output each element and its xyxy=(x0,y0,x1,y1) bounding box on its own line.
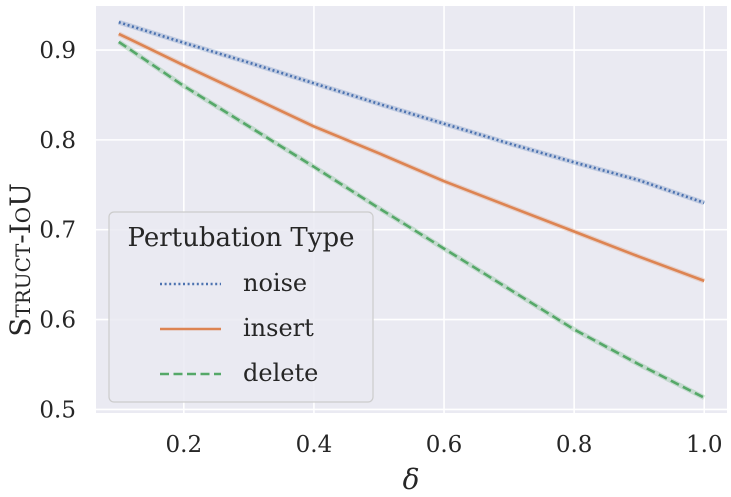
x-tick-label: 0.8 xyxy=(556,432,593,458)
y-tick-label: 0.6 xyxy=(39,308,76,334)
y-tick-label: 0.7 xyxy=(39,218,76,244)
y-tick-label: 0.9 xyxy=(39,38,76,64)
y-axis-label: Struct-IoU xyxy=(4,183,37,337)
series-lines xyxy=(117,19,706,400)
series-line-noise xyxy=(118,20,705,205)
x-tick-label: 1.0 xyxy=(686,432,723,458)
x-tick-label: 0.4 xyxy=(296,432,333,458)
y-axis-ticks: 0.5 0.6 0.7 0.8 0.9 xyxy=(39,38,76,423)
series-line-insert xyxy=(118,32,705,283)
y-tick-label: 0.8 xyxy=(39,128,76,154)
legend-label-insert: insert xyxy=(243,314,314,342)
legend-box xyxy=(108,211,374,403)
x-axis-label: δ xyxy=(403,463,420,496)
x-tick-label: 0.2 xyxy=(166,432,203,458)
legend-title: Pertubation Type xyxy=(128,223,355,253)
x-axis-ticks: 0.2 0.4 0.6 0.8 1.0 xyxy=(166,432,723,458)
legend-label-noise: noise xyxy=(243,269,307,297)
series-line-delete xyxy=(118,40,705,399)
x-tick-label: 0.6 xyxy=(426,432,463,458)
legend: Pertubation Type noise insert delete xyxy=(108,211,374,403)
y-tick-label: 0.5 xyxy=(39,397,76,423)
legend-items: noise insert delete xyxy=(160,269,318,387)
legend-label-delete: delete xyxy=(243,359,318,387)
